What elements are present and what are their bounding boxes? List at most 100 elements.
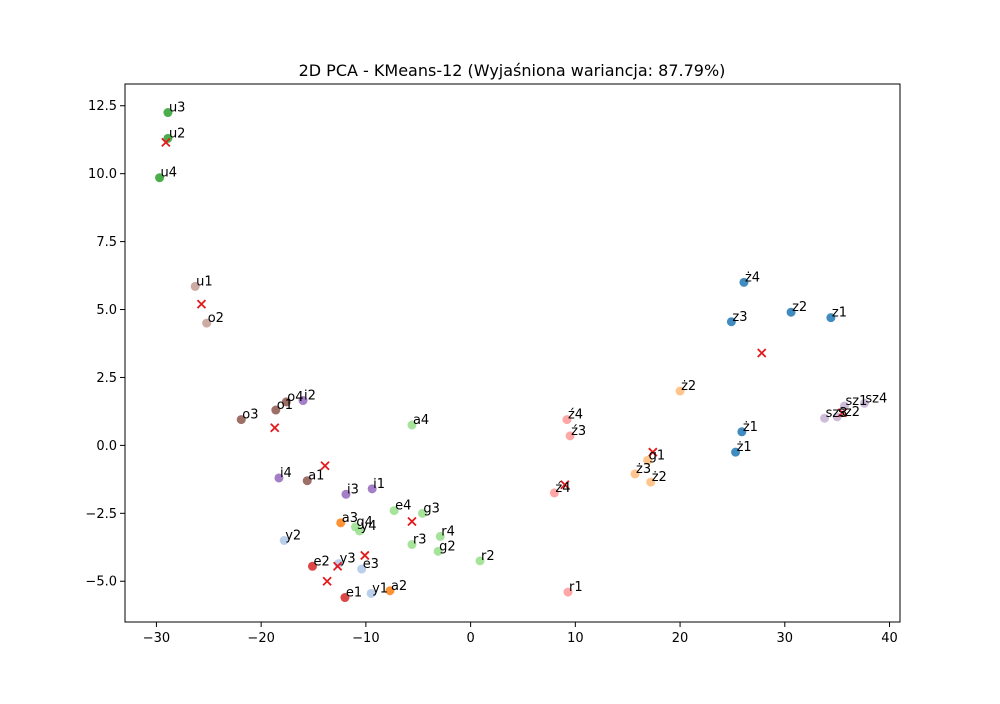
point-label: y4 — [361, 519, 377, 534]
axis-layer: −30 −20 −10 0 10 20 30 40 −5.0 −2.5 0.0 2.5 5.0 7.5 10… — [85, 99, 897, 646]
data-point — [407, 540, 417, 550]
data-point — [726, 317, 736, 327]
data-point — [433, 546, 443, 556]
x-tick-label: −20 — [247, 631, 274, 646]
point-label: ź3 — [571, 424, 586, 439]
point-label: ż3 — [636, 462, 651, 477]
point-label: g4 — [356, 515, 373, 530]
data-point — [302, 476, 312, 486]
centroid-marker — [322, 576, 332, 586]
point-label: e4 — [395, 499, 411, 514]
point-label: g3 — [423, 501, 440, 516]
y-tick-label: 7.5 — [96, 235, 117, 250]
point-label: r4 — [441, 524, 455, 539]
data-point — [549, 488, 559, 498]
centroid-marker — [560, 480, 570, 490]
centroid-marker — [407, 516, 417, 527]
x-tick-label: 30 — [777, 631, 794, 646]
data-point — [565, 431, 575, 441]
point-label: ż1 — [737, 440, 752, 455]
point-label: r3 — [413, 533, 427, 548]
point-label: i4 — [280, 466, 292, 481]
point-label: sz2 — [838, 405, 860, 420]
point-label: z3 — [732, 310, 747, 325]
point-label: i3 — [347, 482, 359, 497]
y-tick-label: 12.5 — [88, 99, 117, 114]
data-point — [646, 477, 656, 487]
x-tick-label: 20 — [672, 631, 689, 646]
x-tick-label: −10 — [352, 631, 379, 646]
data-point — [281, 397, 291, 407]
y-tick-label: 10.0 — [88, 167, 117, 182]
chart-title: 2D PCA - KMeans-12 (Wyjaśniona wariancja… — [299, 61, 726, 80]
centroid-marker — [196, 299, 207, 309]
data-point — [298, 396, 308, 406]
data-point — [385, 586, 395, 596]
data-point — [367, 484, 377, 494]
x-tick-label: 40 — [881, 631, 898, 646]
point-label: ź4 — [555, 481, 570, 496]
data-point — [739, 277, 749, 287]
data-point — [737, 427, 747, 437]
point-label: y2 — [285, 528, 301, 543]
x-tick-label: 10 — [567, 631, 584, 646]
data-point — [389, 506, 399, 516]
centroid-marker — [837, 408, 848, 418]
data-point — [366, 588, 376, 598]
point-label: sz1 — [845, 394, 867, 409]
data-point — [163, 133, 173, 143]
point-label: e2 — [313, 554, 329, 569]
data-point — [190, 281, 200, 291]
data-point — [839, 401, 849, 411]
data-point — [562, 415, 572, 425]
data-point — [731, 447, 741, 457]
point-label: i2 — [304, 389, 316, 404]
point-label: e1 — [346, 586, 362, 601]
point-label: sz3 — [826, 406, 848, 421]
point-label: u3 — [169, 101, 186, 116]
data-point — [202, 318, 212, 328]
data-point — [341, 489, 351, 499]
point-label: g2 — [439, 539, 456, 554]
centroid-marker — [270, 423, 280, 433]
point-label: z2 — [792, 300, 807, 315]
point-label: ż2 — [681, 379, 696, 394]
point-label: g1 — [649, 448, 666, 463]
point-label: a1 — [308, 469, 324, 484]
data-point — [675, 386, 685, 396]
data-point — [340, 593, 350, 603]
point-label: a2 — [391, 579, 407, 594]
point-label: o4 — [287, 390, 303, 405]
data-point — [163, 108, 173, 118]
centroid-marker — [320, 461, 330, 471]
x-tick-label: 0 — [466, 631, 474, 646]
data-point — [475, 556, 485, 566]
point-label: e3 — [363, 557, 379, 572]
data-point — [357, 564, 367, 574]
data-point — [786, 307, 796, 317]
point-label: ź4 — [568, 408, 583, 423]
y-tick-label: 2.5 — [96, 371, 117, 386]
plot-area-frame — [124, 83, 901, 623]
point-label: a3 — [342, 511, 358, 526]
y-tick-label: −5.0 — [85, 575, 117, 590]
point-label: r1 — [569, 580, 583, 595]
centroid-marker — [161, 137, 171, 148]
point-label: sz4 — [865, 391, 887, 406]
point-label: u2 — [169, 126, 186, 141]
point-label: ż2 — [652, 470, 667, 485]
data-point — [417, 508, 427, 518]
point-label: ż1 — [743, 420, 758, 435]
data-point — [859, 398, 869, 408]
point-label: i1 — [373, 477, 385, 492]
data-point — [355, 526, 365, 536]
point-label: u1 — [196, 274, 213, 289]
data-point — [643, 455, 653, 465]
data-point — [435, 531, 445, 541]
centroid-marker — [648, 447, 658, 457]
y-tick-label: 0.0 — [96, 439, 117, 454]
y-tick-label: 5.0 — [96, 303, 117, 318]
x-tick-label: −30 — [143, 631, 170, 646]
